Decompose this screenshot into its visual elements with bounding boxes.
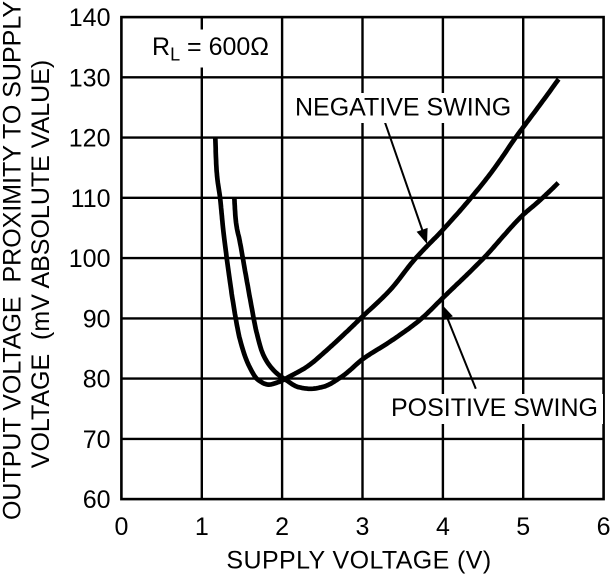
svg-text:120: 120 bbox=[69, 125, 111, 153]
svg-text:VOLTAGE (mV ABSOLUTE VALUE): VOLTAGE (mV ABSOLUTE VALUE) bbox=[27, 60, 55, 468]
svg-text:POSITIVE SWING: POSITIVE SWING bbox=[391, 394, 598, 422]
svg-text:4: 4 bbox=[436, 513, 450, 541]
svg-text:6: 6 bbox=[597, 513, 611, 541]
svg-text:RL = 600Ω: RL = 600Ω bbox=[152, 33, 269, 65]
svg-text:110: 110 bbox=[71, 185, 111, 213]
svg-text:NEGATIVE SWING: NEGATIVE SWING bbox=[295, 94, 511, 122]
svg-text:2: 2 bbox=[275, 513, 289, 541]
svg-text:0: 0 bbox=[114, 513, 128, 541]
svg-text:60: 60 bbox=[83, 486, 111, 514]
svg-text:1: 1 bbox=[195, 513, 209, 541]
svg-text:OUTPUT VOLTAGE PROXIMITY TO S: OUTPUT VOLTAGE PROXIMITY TO SUPPLY bbox=[0, 1, 27, 520]
svg-text:130: 130 bbox=[69, 64, 111, 92]
svg-text:140: 140 bbox=[69, 4, 111, 32]
svg-text:70: 70 bbox=[83, 426, 111, 454]
svg-text:100: 100 bbox=[69, 245, 111, 273]
svg-text:80: 80 bbox=[83, 366, 111, 394]
svg-text:3: 3 bbox=[356, 513, 370, 541]
svg-text:90: 90 bbox=[83, 305, 111, 333]
svg-text:5: 5 bbox=[516, 513, 530, 541]
svg-text:SUPPLY VOLTAGE (V): SUPPLY VOLTAGE (V) bbox=[226, 547, 491, 574]
